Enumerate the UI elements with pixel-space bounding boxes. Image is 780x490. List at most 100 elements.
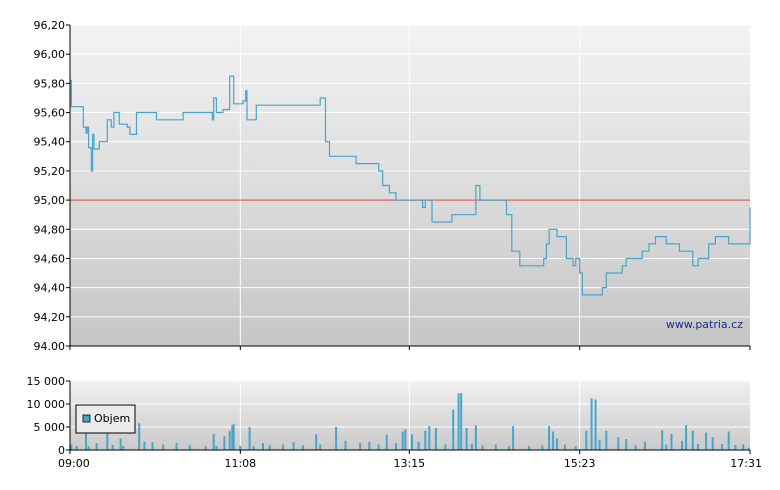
tick-label-y: 96,00 bbox=[34, 48, 66, 61]
volume-bar bbox=[87, 446, 90, 450]
volume-bar bbox=[368, 441, 371, 450]
volume-bar bbox=[70, 444, 73, 450]
tick-label-y: 95,80 bbox=[34, 77, 66, 90]
volume-bar bbox=[122, 445, 125, 450]
volume-bar bbox=[734, 444, 737, 450]
volume-bar bbox=[204, 446, 207, 450]
watermark: www.patria.cz bbox=[666, 318, 743, 331]
volume-bar bbox=[617, 437, 620, 450]
volume-bar bbox=[232, 424, 235, 450]
volume-bar bbox=[143, 441, 146, 450]
volume-bar bbox=[292, 442, 295, 450]
volume-bar bbox=[428, 426, 431, 450]
volume-bar bbox=[215, 445, 218, 450]
volume-bar bbox=[721, 444, 724, 450]
tick-label-y: 94,40 bbox=[34, 282, 66, 295]
volume-bar bbox=[474, 425, 477, 450]
volume-bar bbox=[231, 425, 234, 450]
volume-bar bbox=[315, 434, 318, 450]
volume-bar bbox=[681, 440, 684, 450]
volume-bar bbox=[541, 445, 544, 450]
volume-bar bbox=[670, 433, 673, 450]
tick-label-x: 17:31 bbox=[730, 457, 762, 470]
volume-bar bbox=[335, 427, 338, 450]
tick-label-y: 0 bbox=[58, 444, 65, 457]
volume-bar bbox=[344, 440, 347, 450]
volume-bar bbox=[111, 444, 114, 450]
volume-bar bbox=[248, 427, 251, 450]
volume-bar bbox=[508, 446, 511, 450]
volume-bar bbox=[262, 443, 264, 450]
volume-bar bbox=[481, 445, 484, 450]
volume-bar bbox=[552, 431, 555, 450]
volume-bar bbox=[590, 398, 593, 450]
volume-bar bbox=[460, 393, 463, 450]
volume-bar bbox=[106, 427, 109, 450]
volume-bar bbox=[188, 445, 191, 450]
tick-label-y: 94,80 bbox=[34, 223, 66, 236]
volume-bar bbox=[411, 434, 413, 450]
volume-bar bbox=[665, 444, 668, 450]
volume-bar bbox=[359, 443, 362, 450]
legend-swatch bbox=[82, 414, 91, 423]
volume-bar bbox=[301, 445, 304, 450]
volume-bar bbox=[252, 446, 255, 450]
volume-panel: 0 5 000 10 000 15 000 09:00 11:08 13:15 15:23 17… bbox=[27, 375, 763, 470]
volume-bar bbox=[574, 446, 577, 450]
volume-bar bbox=[634, 445, 637, 450]
volume-bar bbox=[175, 443, 178, 450]
volume-bar bbox=[727, 431, 730, 450]
volume-bar bbox=[556, 438, 558, 450]
volume-bar bbox=[564, 444, 566, 450]
volume-bar bbox=[697, 444, 700, 450]
tick-label-x: 09:00 bbox=[58, 457, 90, 470]
tick-label-x: 13:15 bbox=[393, 457, 425, 470]
price-panel: 94.00 94,20 94,40 94,60 94,80 95,00 95,20 95,40… bbox=[34, 19, 751, 353]
volume-bar bbox=[625, 439, 628, 450]
volume-bar bbox=[95, 443, 98, 450]
volume-bar bbox=[162, 444, 165, 450]
volume-bar bbox=[385, 434, 388, 450]
volume-bar bbox=[268, 445, 271, 450]
volume-bar bbox=[434, 427, 437, 450]
volume-bar bbox=[661, 430, 664, 450]
volume-bar bbox=[747, 447, 750, 450]
volume-bar bbox=[594, 399, 597, 450]
volume-bar bbox=[377, 444, 380, 450]
volume-bar bbox=[685, 425, 688, 450]
volume-bar bbox=[470, 443, 473, 450]
volume-bar bbox=[395, 443, 397, 450]
tick-label-y: 95,00 bbox=[34, 194, 66, 207]
legend-label: Objem bbox=[94, 412, 130, 425]
volume-bar bbox=[705, 432, 708, 450]
tick-label-y: 15 000 bbox=[27, 375, 66, 388]
volume-bar bbox=[742, 444, 745, 450]
tick-label-y: 95,40 bbox=[34, 136, 66, 149]
volume-bar bbox=[457, 393, 460, 450]
volume-bar bbox=[598, 439, 601, 450]
volume-bar bbox=[417, 441, 420, 450]
volume-bar bbox=[239, 445, 242, 450]
volume-bar bbox=[228, 430, 231, 450]
volume-bar bbox=[585, 430, 588, 450]
volume-bar bbox=[711, 437, 714, 450]
volume-bar bbox=[452, 409, 455, 450]
tick-label-y: 95,60 bbox=[34, 107, 66, 120]
volume-bar bbox=[319, 444, 322, 450]
tick-label-x: 15:23 bbox=[564, 457, 596, 470]
tick-label-y: 10 000 bbox=[27, 398, 66, 411]
volume-bar bbox=[119, 438, 122, 450]
volume-bar bbox=[404, 429, 407, 450]
volume-bar bbox=[85, 421, 87, 450]
volume-bar bbox=[643, 441, 646, 450]
volume-bar bbox=[401, 431, 404, 450]
volume-bar bbox=[494, 444, 497, 450]
price-line bbox=[70, 75, 751, 296]
volume-bar bbox=[605, 430, 608, 450]
volume-bar bbox=[223, 436, 226, 450]
tick-label-x: 11:08 bbox=[224, 457, 256, 470]
tick-label-y: 94,20 bbox=[34, 311, 66, 324]
volume-bar bbox=[75, 445, 78, 450]
volume-bar bbox=[528, 445, 531, 450]
